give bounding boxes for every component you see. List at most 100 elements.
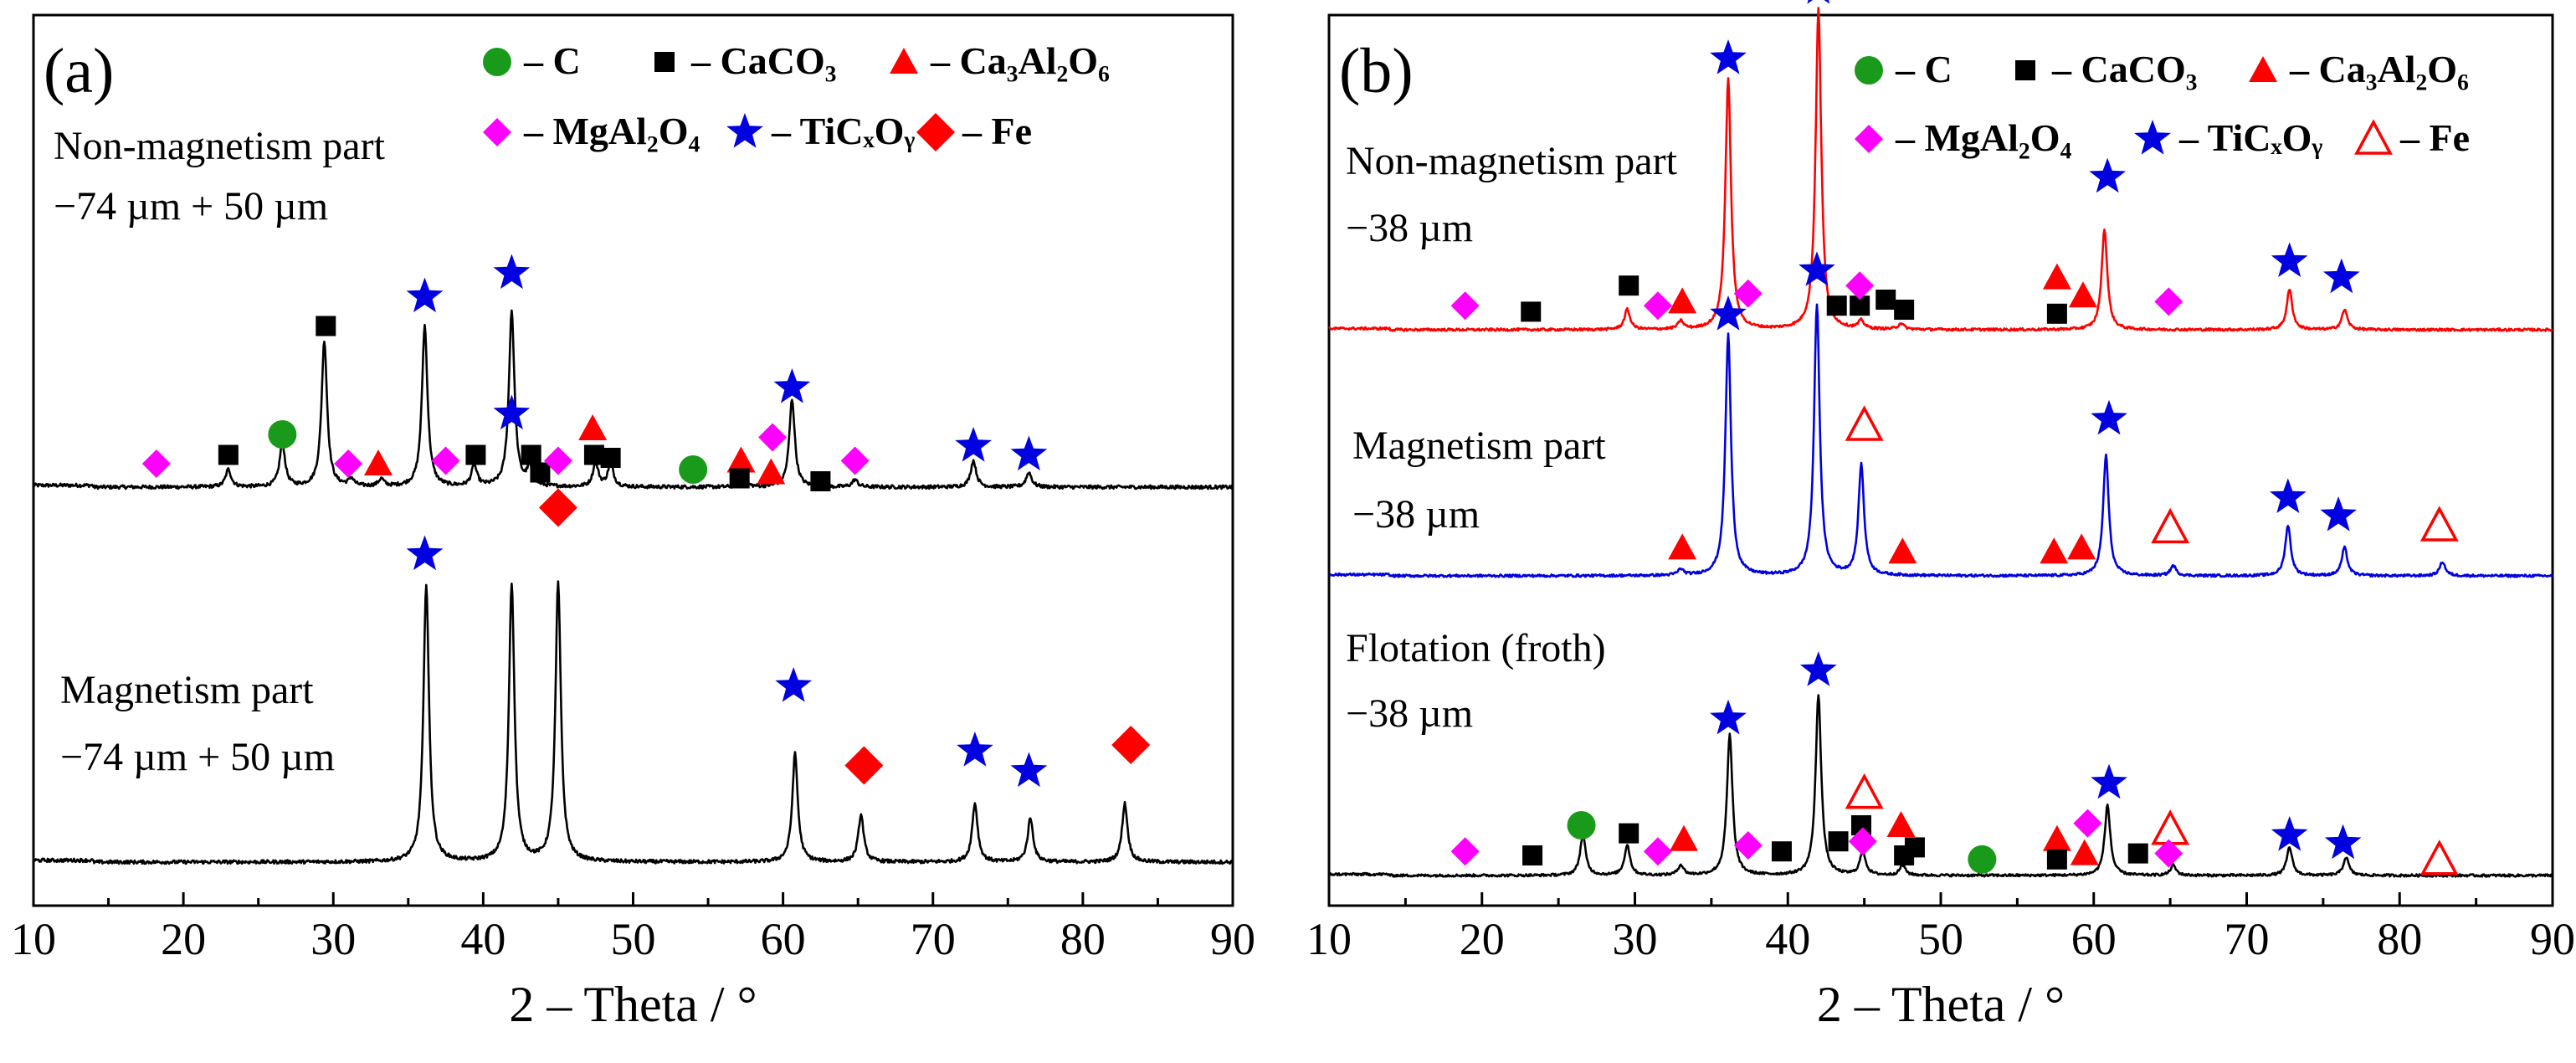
peak-marker-square	[218, 444, 239, 465]
peak-marker-diamond	[1450, 291, 1480, 321]
series-non-magnetism-part: Non-magnetism part −74 µm + 50 µm	[32, 124, 1234, 491]
peak-marker-star	[406, 535, 444, 571]
x-tick-label: 70	[2224, 914, 2270, 964]
peak-marker-star	[1010, 435, 1048, 471]
legend-label: – Fe	[962, 110, 1032, 152]
legend-label: – TiCₓOᵧ	[2178, 116, 2322, 159]
peak-marker-diamond	[1733, 279, 1763, 308]
peak-marker-square	[1826, 295, 1847, 316]
sample-label: Non-magnetism part	[1346, 139, 1678, 183]
peak-marker-triangle	[1886, 811, 1916, 837]
peak-marker-square	[1619, 823, 1640, 844]
peak-marker-triangle	[2040, 537, 2069, 564]
peak-marker-square	[465, 444, 486, 465]
x-tick-label: 50	[1918, 914, 1963, 964]
panel-label: (a)	[44, 36, 114, 106]
x-tick-label: 30	[1613, 914, 1658, 964]
peak-marker-circle	[268, 420, 297, 449]
peak-marker-triangle	[726, 446, 756, 473]
peak-marker-star	[2271, 242, 2308, 277]
peak-marker-star	[2322, 258, 2360, 294]
legend-marker-star	[726, 113, 763, 148]
peak-marker-square	[1619, 275, 1640, 296]
peak-marker-bigdiamond	[538, 488, 577, 527]
peak-marker-triangle	[1668, 533, 1697, 560]
peak-marker-star	[1710, 699, 1747, 735]
legend-marker-square	[654, 52, 675, 72]
peak-marker-diamond	[1733, 831, 1763, 860]
legend-label: – CaCO₃	[690, 39, 837, 82]
peak-marker-circle	[679, 455, 708, 484]
legend-marker-circle	[483, 48, 511, 76]
series-flotation-froth-: Flotation (froth) −38 µm	[1328, 626, 2553, 878]
xrd-trace	[1328, 7, 2553, 332]
peak-marker-star	[1710, 295, 1747, 331]
x-tick-label: 80	[1060, 914, 1106, 964]
legend-label: – Fe	[2399, 116, 2470, 159]
peak-marker-square	[1828, 831, 1849, 852]
series-magnetism-part: Magnetism part −74 µm + 50 µm	[33, 394, 1234, 865]
peak-marker-star	[2089, 157, 2127, 193]
peak-marker-opentriangle	[1845, 405, 1884, 441]
peak-marker-star	[1010, 752, 1048, 788]
legend-label: – MgAl₂O₄	[523, 110, 700, 152]
peak-marker-square	[1771, 841, 1792, 862]
x-tick-label: 20	[1460, 914, 1505, 964]
xrd-trace	[33, 580, 1234, 865]
peak-marker-bigdiamond	[844, 746, 884, 785]
peak-marker-diamond	[2073, 809, 2102, 838]
peak-marker-star	[493, 394, 531, 430]
peak-marker-diamond	[1643, 291, 1672, 321]
peak-marker-star	[1799, 651, 1837, 686]
peak-marker-diamond	[1643, 837, 1672, 866]
xrd-trace	[1328, 694, 2553, 878]
sample-label: Non-magnetism part	[54, 124, 386, 168]
peak-marker-triangle	[2067, 533, 2096, 560]
panel-label: (b)	[1339, 36, 1414, 106]
peak-marker-diamond	[1848, 827, 1877, 856]
peak-marker-triangle	[578, 414, 608, 440]
peak-marker-star	[2271, 816, 2308, 851]
peak-marker-square	[1904, 837, 1925, 858]
peak-marker-diamond	[2154, 287, 2183, 316]
legend-marker-diamond	[483, 118, 511, 146]
peak-marker-square	[1521, 301, 1542, 322]
legend-label: – C	[1895, 48, 1953, 90]
peak-marker-star	[406, 277, 444, 313]
legend: – C – CaCO₃ – Ca₃Al₂O₆ – MgAl₂O₄ – TiCₓOᵧ – F…	[483, 39, 1110, 152]
peak-marker-star	[493, 254, 531, 290]
peak-marker-square	[1876, 290, 1896, 310]
peak-marker-square	[316, 316, 336, 336]
peak-marker-square	[2046, 303, 2067, 324]
x-tick-label: 30	[310, 914, 356, 964]
peak-marker-triangle	[363, 449, 393, 475]
peak-marker-diamond	[141, 449, 171, 478]
sample-size-label: −38 µm	[1346, 691, 1473, 736]
sample-label: Magnetism part	[1352, 424, 1606, 468]
x-axis-title: 2 – Theta / °	[509, 977, 757, 1032]
x-tick-label: 20	[161, 914, 206, 964]
peak-marker-triangle	[2042, 824, 2071, 851]
legend-label: – Ca₃Al₂O₆	[930, 39, 1110, 82]
x-tick-label: 60	[761, 914, 806, 964]
legend-marker-square	[2015, 60, 2035, 80]
legend-label: – CaCO₃	[2051, 48, 2198, 90]
peak-marker-triangle	[757, 458, 786, 485]
peak-marker-star	[1799, 251, 1835, 286]
peak-marker-square	[1894, 300, 1915, 320]
peak-marker-opentriangle	[1845, 773, 1884, 809]
x-tick-label: 10	[1306, 914, 1352, 964]
sample-size-label: −74 µm + 50 µm	[60, 735, 335, 779]
series-magnetism-part: Magnetism part −38 µm	[1328, 251, 2554, 578]
peak-marker-circle	[1567, 811, 1596, 840]
legend-marker-diamond	[1855, 125, 1883, 153]
peak-marker-triangle	[1669, 824, 1698, 851]
peak-marker-star	[957, 732, 993, 767]
legend-marker-triangle	[890, 48, 918, 74]
sample-label: Magnetism part	[60, 668, 314, 712]
peak-marker-diamond	[1845, 271, 1875, 300]
peak-marker-diamond	[543, 446, 572, 475]
peak-marker-square	[530, 462, 551, 483]
sample-label: Flotation (froth)	[1346, 626, 1606, 670]
peak-marker-diamond	[840, 446, 870, 475]
